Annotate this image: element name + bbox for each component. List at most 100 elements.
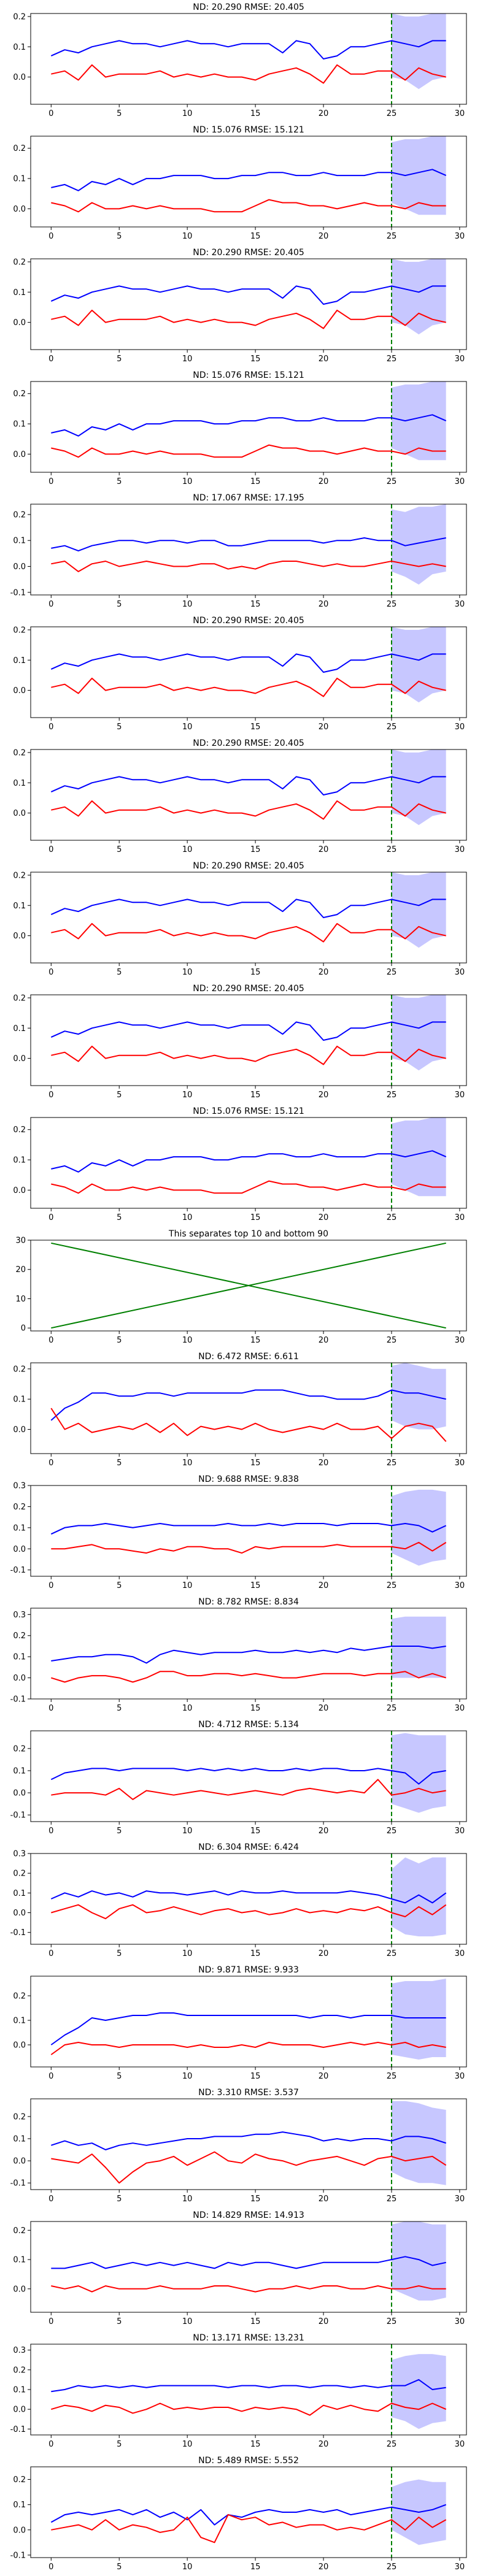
x-tick-label: 15 (250, 723, 261, 732)
actual-series-line (51, 1671, 446, 1683)
x-tick-label: 10 (182, 2440, 193, 2449)
confidence-band (392, 1733, 446, 1813)
chart-svg: This separates top 10 and bottom 90 0 5 10 1… (15, 1229, 467, 1345)
chart-panel: ND: 6.472 RMSE: 6.611 0 5 10 15 20 25 30 0.0 0.1 0… (0, 1349, 491, 1472)
x-tick-label: 10 (182, 2317, 193, 2326)
chart-title: ND: 9.871 RMSE: 9.933 (198, 1965, 299, 1975)
x-tick-label: 15 (250, 845, 261, 854)
y-tick-label: 0.0 (13, 2285, 26, 2294)
diagonal-line (51, 1242, 446, 1329)
x-tick-label: 5 (117, 968, 122, 977)
y-tick-label: 0.2 (13, 871, 26, 880)
x-tick-label: 25 (387, 1949, 397, 1958)
x-tick-label: 10 (182, 1704, 193, 1713)
x-tick-label: 0 (48, 1827, 53, 1836)
x-tick-label: 30 (455, 723, 465, 732)
confidence-band (392, 2101, 446, 2185)
confidence-band (392, 13, 446, 90)
model-series-line (50, 1768, 446, 1785)
y-tick-label: 30 (15, 1236, 26, 1246)
plot-frame (30, 136, 467, 228)
x-tick-label: 5 (117, 355, 122, 364)
x-tick-label: 20 (319, 1704, 329, 1713)
chart-panel: ND: 6.304 RMSE: 6.424 0 5 10 15 20 25 30 -0.1 0.0… (0, 1840, 491, 1963)
x-tick-label: 25 (387, 1336, 397, 1345)
chart-svg: ND: 13.171 RMSE: 13.231 0 5 10 15 20 25 30 -0.1 0… (10, 2333, 467, 2449)
plot-frame (30, 258, 467, 350)
x-tick-label: 0 (48, 2195, 53, 2204)
y-tick-label: 0.0 (13, 1674, 26, 1683)
model-series-line (51, 1646, 446, 1664)
x-tick-label: 5 (117, 1581, 122, 1590)
y-tick-label: 0.1 (13, 656, 26, 665)
model-series-line (50, 1021, 446, 1041)
y-tick-label: 0.0 (13, 1909, 26, 1918)
plot-frame (30, 1485, 467, 1577)
x-tick-label: 15 (250, 355, 261, 364)
chart-title: ND: 15.076 RMSE: 15.121 (193, 125, 304, 135)
plot-frame (30, 2466, 467, 2558)
chart-svg: ND: 20.290 RMSE: 20.405 0 5 10 15 20 25 30 0.0 0.… (13, 861, 467, 977)
x-tick-label: 15 (250, 1213, 261, 1222)
y-tick-label: 0.3 (13, 1850, 26, 1859)
x-tick-label: 5 (117, 600, 122, 609)
x-tick-label: 25 (387, 1459, 397, 1468)
x-tick-label: 5 (117, 723, 122, 732)
chart-title: ND: 15.076 RMSE: 15.121 (193, 370, 304, 380)
x-tick-label: 15 (250, 1336, 261, 1345)
chart-panel: ND: 20.290 RMSE: 20.405 0 5 10 15 20 25 30 0.0 0.… (0, 736, 491, 859)
model-series-line (50, 899, 446, 918)
y-tick-label: 0.1 (13, 1156, 26, 1165)
x-tick-label: 10 (182, 2563, 193, 2572)
y-tick-label: 0.1 (13, 1889, 26, 1898)
y-tick-label: 0.3 (13, 1482, 26, 1491)
chart-svg: ND: 14.829 RMSE: 14.913 0 5 10 15 20 25 30 0.0 0.… (13, 2210, 467, 2326)
x-tick-label: 0 (48, 1581, 53, 1590)
x-tick-label: 30 (455, 477, 465, 486)
chart-panel: ND: 20.290 RMSE: 20.405 0 5 10 15 20 25 30 0.0 0.… (0, 245, 491, 368)
y-tick-label: 0.1 (13, 2017, 26, 2026)
x-tick-label: 30 (455, 2563, 465, 2572)
chart-panel: This separates top 10 and bottom 90 0 5 10 1… (0, 1227, 491, 1349)
y-tick-label: 0.2 (13, 12, 26, 21)
x-tick-label: 10 (182, 1827, 193, 1836)
x-tick-label: 5 (117, 1459, 122, 1468)
x-tick-label: 20 (319, 723, 329, 732)
plot-frame (30, 1240, 467, 1332)
model-series-line (51, 537, 446, 552)
y-tick-label: 0.2 (13, 2112, 26, 2122)
chart-svg: ND: 15.076 RMSE: 15.121 0 5 10 15 20 25 30 0.0 0.… (13, 370, 467, 486)
chart-title: ND: 20.290 RMSE: 20.405 (193, 248, 304, 258)
y-tick-label: -0.1 (10, 1566, 26, 1575)
y-tick-label: 0.0 (13, 1425, 26, 1435)
model-series-line (50, 1523, 447, 1535)
x-tick-label: 0 (48, 968, 53, 977)
plot-frame (30, 381, 467, 473)
model-series-line (50, 285, 446, 305)
x-tick-label: 25 (387, 2563, 397, 2572)
x-tick-label: 25 (387, 845, 397, 854)
x-tick-label: 10 (182, 477, 193, 486)
y-tick-label: 0.1 (13, 2134, 26, 2144)
x-tick-label: 20 (319, 2563, 329, 2572)
x-tick-label: 10 (182, 1213, 193, 1222)
y-tick-label: 0.0 (13, 1545, 26, 1554)
x-tick-label: 15 (250, 1581, 261, 1590)
x-tick-label: 20 (319, 1091, 329, 1100)
y-tick-label: 0.0 (13, 1054, 26, 1064)
chart-panel: ND: 15.076 RMSE: 15.121 0 5 10 15 20 25 30 0.0 0.… (0, 1104, 491, 1227)
chart-svg: ND: 20.290 RMSE: 20.405 0 5 10 15 20 25 30 0.0 0.… (13, 248, 467, 364)
x-tick-label: 10 (182, 968, 193, 977)
actual-series-line (51, 1541, 447, 1554)
y-tick-label: 0.0 (13, 932, 26, 941)
x-tick-label: 30 (455, 1704, 465, 1713)
x-tick-label: 30 (455, 109, 465, 118)
y-tick-label: 0.2 (13, 994, 26, 1003)
x-tick-label: 0 (48, 477, 53, 486)
x-tick-label: 30 (455, 1827, 465, 1836)
x-tick-label: 15 (250, 232, 261, 241)
x-tick-label: 20 (319, 2195, 329, 2204)
x-tick-label: 15 (250, 1949, 261, 1958)
y-tick-label: 0.1 (13, 2256, 26, 2265)
